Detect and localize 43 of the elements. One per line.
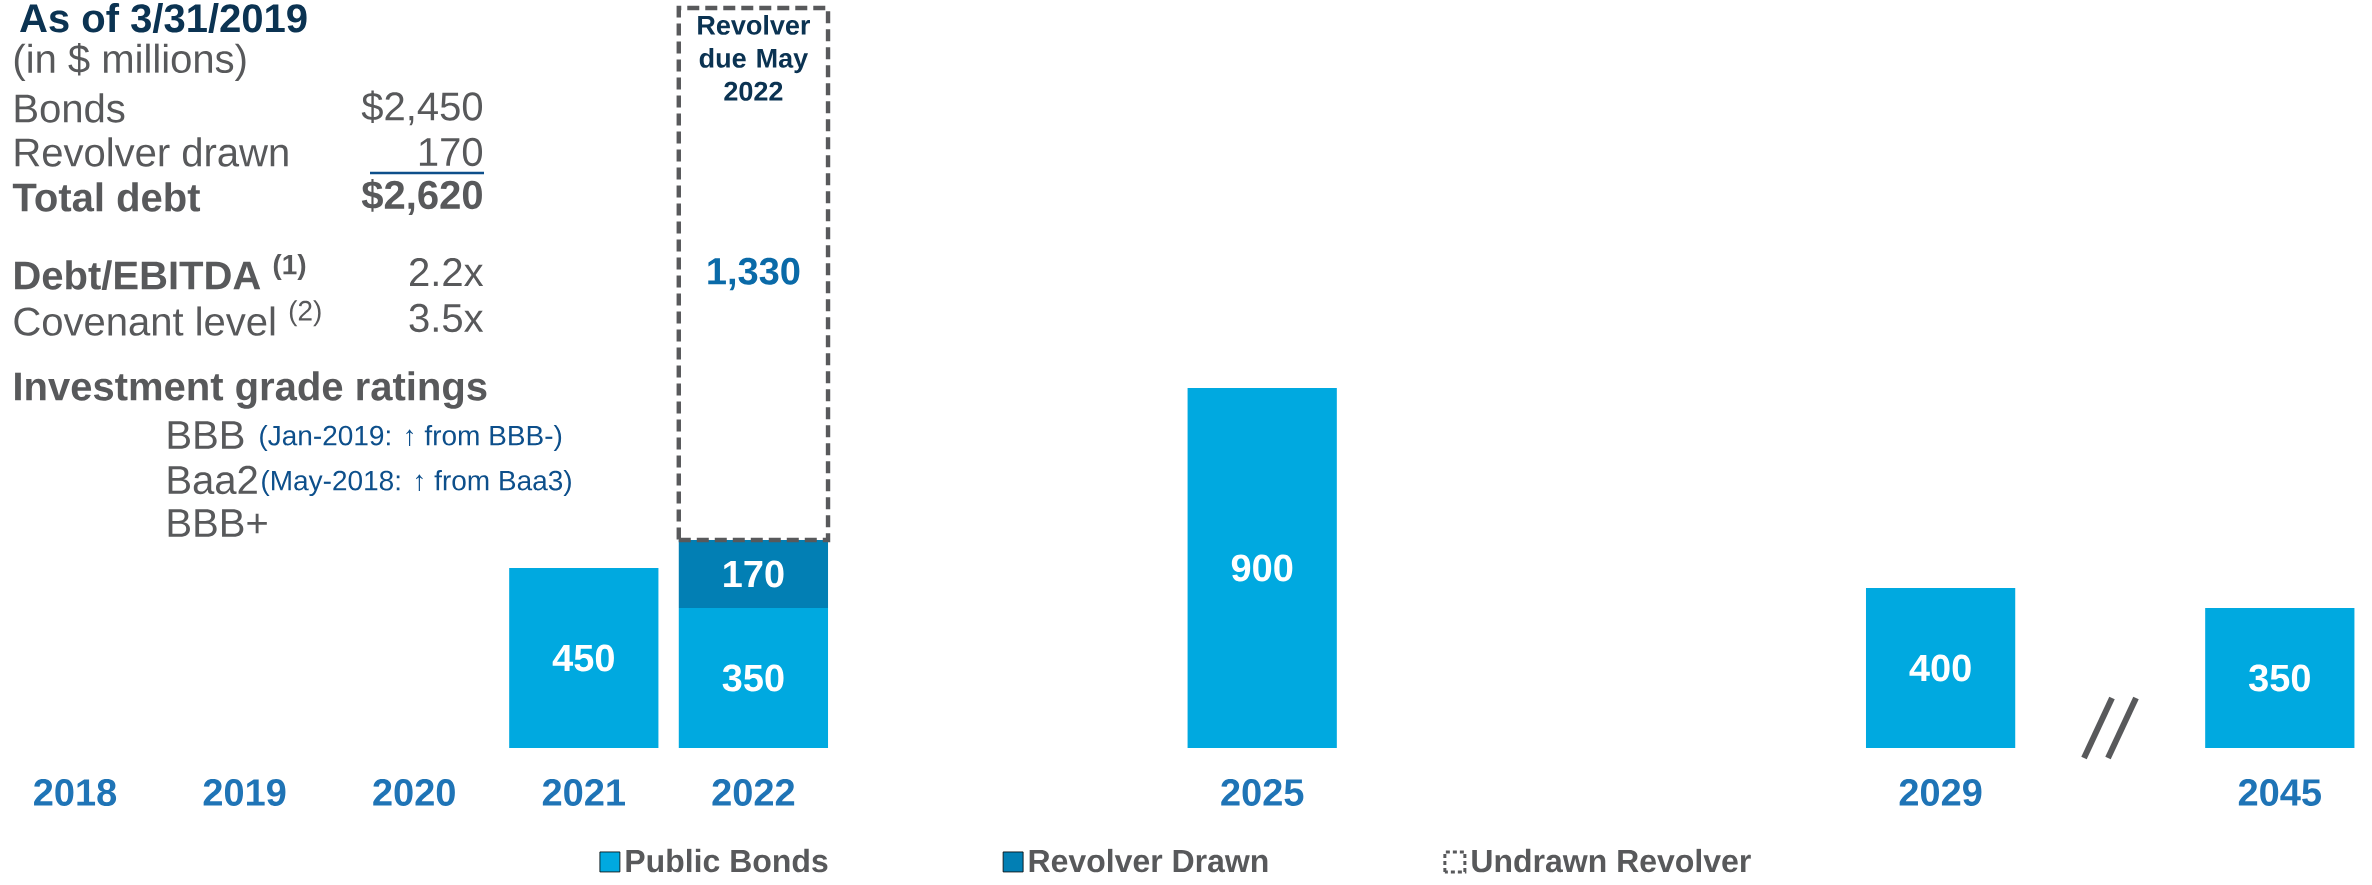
annotation: Revolver drawn bbox=[15, 137, 288, 167]
x-tick-label: 2022 bbox=[712, 779, 795, 806]
annotation: BBB bbox=[168, 421, 244, 449]
annotation: Investment grade ratings bbox=[15, 371, 487, 409]
annotation: 170 bbox=[419, 137, 483, 167]
annotation: Covenant level $^{(2)}$ bbox=[14, 300, 321, 336]
annotation: Debt/EBITDA $^{(1)}$ bbox=[15, 253, 306, 291]
legend-label: Public Bonds bbox=[626, 848, 828, 873]
annotation: (May-2018: ↑ from Baa3) bbox=[262, 469, 571, 497]
annotation: Bonds bbox=[15, 93, 125, 123]
x-tick-label: 2029 bbox=[1899, 779, 1982, 806]
x-tick-label: 2020 bbox=[373, 779, 455, 806]
bar bbox=[2205, 607, 2355, 748]
bar bbox=[509, 567, 659, 748]
data-label: 400 bbox=[1909, 654, 1971, 682]
annotation: Total debt bbox=[12, 182, 201, 212]
chart-title: As of 3/31/2019 bbox=[20, 3, 307, 33]
annotation: $2,450 bbox=[361, 90, 483, 126]
x-tick-label: 2021 bbox=[542, 779, 625, 806]
data-label: 1,330 bbox=[708, 257, 800, 291]
annotation: (in $ millions) bbox=[14, 43, 246, 81]
annotation: $2,620 bbox=[361, 179, 482, 215]
data-label: 170 bbox=[724, 560, 784, 588]
bar bbox=[678, 539, 829, 608]
data-label: 900 bbox=[1231, 554, 1293, 582]
bar bbox=[1187, 387, 1337, 748]
bar bbox=[678, 607, 829, 748]
annotation: (Jan-2019: ↑ from BBB-) bbox=[260, 424, 562, 452]
x-tick-label: 2019 bbox=[203, 779, 286, 806]
x-tick-label: 2018 bbox=[34, 779, 117, 806]
data-label: 350 bbox=[722, 664, 784, 692]
annotation: 3.5x bbox=[409, 303, 484, 333]
bar bbox=[1865, 587, 2016, 748]
legend-label: Revolver Drawn bbox=[1029, 848, 1268, 873]
x-tick-label: 2045 bbox=[2238, 779, 2321, 806]
annotation: 2.2x bbox=[410, 258, 484, 286]
data-label: 450 bbox=[552, 644, 614, 672]
legend-label: Undrawn Revolver bbox=[1472, 848, 1751, 873]
annotation: BBB+ bbox=[168, 509, 267, 537]
annotation: Baa2 bbox=[168, 465, 257, 495]
annotation: Revolver due May 2022 bbox=[698, 15, 811, 101]
data-label: 350 bbox=[2248, 664, 2310, 692]
x-tick-label: 2025 bbox=[1221, 779, 1304, 806]
